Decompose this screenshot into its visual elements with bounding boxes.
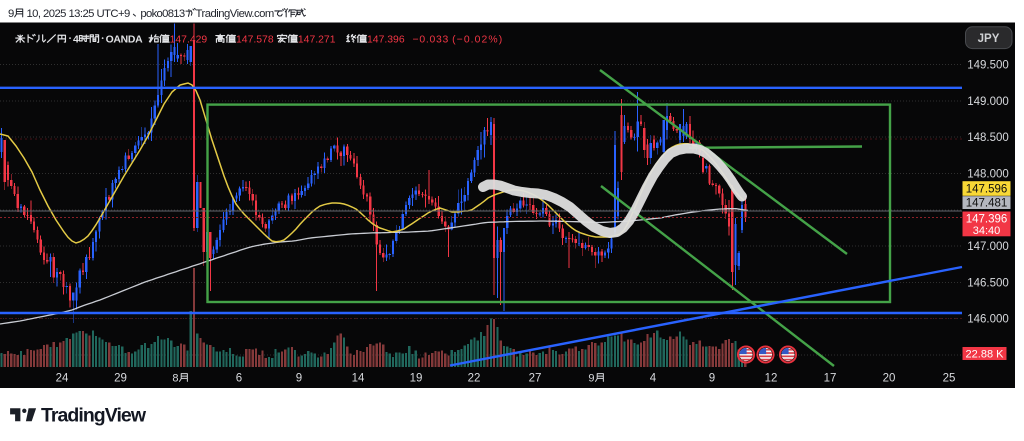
svg-text:22.88 K: 22.88 K (966, 348, 1005, 360)
svg-text:poko0813: poko0813 (140, 8, 185, 20)
svg-text:146.500: 146.500 (967, 277, 1009, 289)
svg-text:147.596: 147.596 (966, 183, 1008, 195)
svg-text:4: 4 (73, 34, 79, 45)
svg-text:9: 9 (8, 8, 14, 20)
svg-text:34:40: 34:40 (973, 225, 1001, 237)
svg-text:17: 17 (824, 373, 837, 385)
svg-text:25: 25 (943, 373, 956, 385)
svg-text:9: 9 (709, 373, 715, 385)
svg-text:147.271: 147.271 (298, 34, 336, 45)
svg-text:148.500: 148.500 (967, 132, 1009, 144)
svg-text:9: 9 (296, 373, 302, 385)
svg-text:9: 9 (588, 373, 594, 385)
svg-text:149.000: 149.000 (967, 96, 1009, 108)
svg-text:8: 8 (172, 373, 178, 385)
svg-text:4: 4 (650, 373, 657, 385)
svg-text:148.000: 148.000 (967, 169, 1009, 181)
svg-text:14: 14 (352, 373, 365, 385)
svg-text:147.396: 147.396 (966, 213, 1008, 225)
svg-text:(−0.02%): (−0.02%) (452, 34, 502, 45)
svg-text:20: 20 (883, 373, 896, 385)
svg-text:147.481: 147.481 (966, 197, 1008, 209)
svg-text:147.429: 147.429 (170, 34, 208, 45)
svg-text:12: 12 (765, 373, 778, 385)
svg-text:10, 2025 13:25 UTC+9: 10, 2025 13:25 UTC+9 (24, 8, 130, 20)
svg-text:TradingView: TradingView (41, 404, 147, 426)
svg-text:−0.033: −0.033 (413, 34, 449, 45)
svg-text:147.396: 147.396 (367, 34, 405, 45)
svg-text:147.578: 147.578 (236, 34, 274, 45)
svg-text:TradingView.com: TradingView.com (196, 8, 275, 20)
svg-text:19: 19 (410, 373, 423, 385)
svg-text:6: 6 (236, 373, 242, 385)
svg-text:149.500: 149.500 (967, 60, 1009, 72)
svg-text:22: 22 (468, 373, 481, 385)
svg-text:29: 29 (114, 373, 127, 385)
svg-text:27: 27 (529, 373, 542, 385)
svg-text:147.000: 147.000 (967, 241, 1009, 253)
svg-text:OANDA: OANDA (106, 34, 143, 45)
svg-text:24: 24 (56, 373, 69, 385)
svg-text:JPY: JPY (978, 33, 1000, 45)
svg-text:146.000: 146.000 (967, 314, 1009, 326)
